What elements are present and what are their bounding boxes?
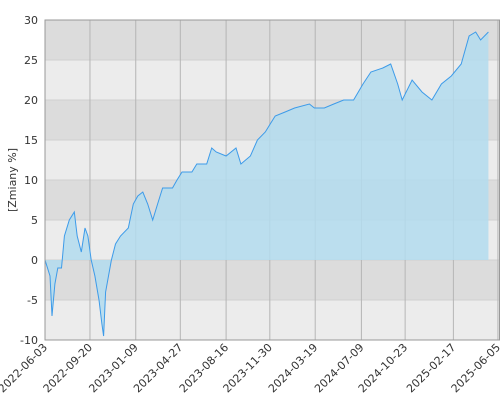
y-tick-label: 15 (24, 134, 38, 147)
line (44, 31, 489, 337)
background-band (45, 20, 500, 60)
y-tick-label: -10 (20, 334, 38, 347)
background-band (45, 260, 500, 300)
area-fill (45, 32, 489, 336)
y-tick-label: -5 (27, 294, 38, 307)
y-tick-label: 10 (24, 174, 38, 187)
background-band (45, 60, 500, 100)
y-tick-label: 5 (31, 214, 38, 227)
y-axis-label: [Zmiany %] (6, 148, 19, 212)
y-tick-label: 30 (24, 14, 38, 27)
y-tick-label: 20 (24, 94, 38, 107)
y-tick-label: 0 (31, 254, 38, 267)
y-tick-label: 25 (24, 54, 38, 67)
background-band (45, 300, 500, 340)
